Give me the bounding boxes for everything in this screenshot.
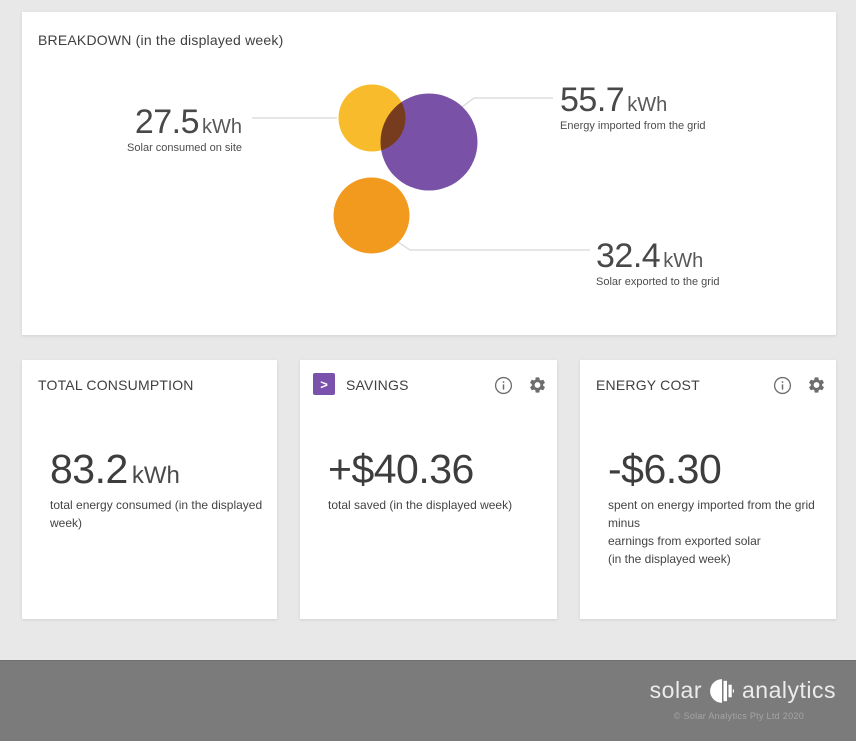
total-consumption-title: TOTAL CONSUMPTION [38,377,194,393]
solar-analytics-logo-icon [710,678,734,703]
breakdown-title: BREAKDOWN (in the displayed week) [38,32,284,48]
savings-content: +$40.36 total saved (in the displayed we… [328,446,543,514]
savings-subtitle: total saved (in the displayed week) [328,498,513,512]
solar-consumed-label: Solar consumed on site [127,142,242,154]
solar-export-value: 32.4 [596,237,661,275]
connector-grid-import [461,97,553,108]
energy-cost-header: ENERGY COST [580,360,836,400]
energy-cost-info-button[interactable] [773,376,792,395]
total-consumption-header: TOTAL CONSUMPTION [22,360,277,400]
connector-solar-export [397,241,590,251]
total-consumption-unit: kWh [131,462,180,489]
solar-consumed-value: 27.5 [134,103,200,141]
solar-export-unit: kWh [663,250,704,272]
solar-export-circle [333,177,410,254]
total-consumption-subtitle: total energy consumed (in the displayed … [50,498,263,530]
brand-word-analytics: analytics [742,677,836,703]
energy-cost-settings-button[interactable] [807,376,826,395]
brand-logo: solar analytics [650,677,836,704]
chevron-right-icon: > [320,376,328,392]
info-icon [773,376,792,394]
grid-import-circle [380,93,478,191]
total-consumption-content: 83.2 kWh total energy consumed (in the di… [50,446,263,532]
breakdown-card: BREAKDOWN (in the displayed week) 27.5 kW… [22,12,836,335]
gear-icon [809,377,824,393]
energy-cost-value: -$6.30 [608,446,722,492]
savings-value: +$40.36 [328,446,474,492]
savings-settings-button[interactable] [528,376,547,395]
total-consumption-card: TOTAL CONSUMPTION 83.2 kWh total energy c… [22,360,277,619]
savings-title: SAVINGS [346,377,409,393]
solar-export-label: Solar exported to the grid [596,276,720,288]
grid-import-label: Energy imported from the grid [560,120,706,132]
energy-cost-content: -$6.30 spent on energy imported from the… [608,446,822,568]
metric-solar-consumed: 27.5 kWh Solar consumed on site [127,104,242,155]
gear-icon [530,377,545,393]
venn-diagram [252,84,590,254]
info-icon [494,376,513,394]
energy-cost-subtitle-line2: earnings from exported solar [608,534,761,548]
footer: solar analytics © Solar Analytics Pty Lt… [0,660,856,741]
brand-word-solar: solar [649,677,703,703]
copyright-text: © Solar Analytics Pty Ltd 2020 [673,711,804,721]
solar-consumed-unit: kWh [202,116,242,138]
energy-cost-subtitle-line3: (in the displayed week) [608,552,731,566]
grid-import-unit: kWh [627,94,668,116]
savings-info-button[interactable] [494,376,513,395]
energy-cost-card: ENERGY COST -$6.30 spen [580,360,836,619]
total-consumption-value: 83.2 [50,446,128,492]
grid-import-value: 55.7 [560,81,625,119]
savings-card: > SAVINGS +$40.36 total sa [300,360,557,619]
metric-grid-import: 55.7 kWh Energy imported from the grid [560,82,706,133]
metric-solar-export: 32.4 kWh Solar exported to the grid [596,238,720,289]
energy-cost-subtitle-line1: spent on energy imported from the grid m… [608,498,815,530]
savings-expand-button[interactable]: > [313,373,335,395]
energy-cost-title: ENERGY COST [596,377,700,393]
savings-header: > SAVINGS [300,360,557,400]
